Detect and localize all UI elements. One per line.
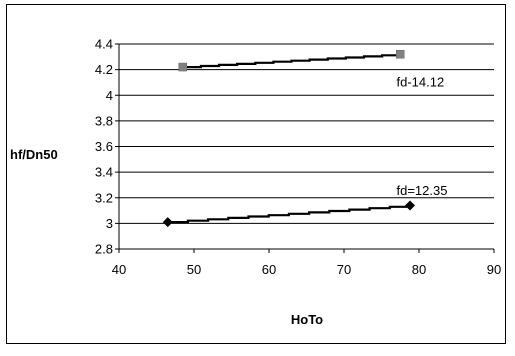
y-tick-label: 3 xyxy=(106,216,113,231)
series-line xyxy=(167,205,412,224)
data-point-diamond xyxy=(405,200,415,211)
data-point-square xyxy=(396,50,405,59)
series-layer xyxy=(162,50,415,228)
series-1 xyxy=(178,50,405,72)
x-tick-labels: 40 50 60 70 80 90 xyxy=(112,262,501,277)
series-2 xyxy=(162,200,415,228)
y-axis-label: hf/Dn50 xyxy=(10,147,58,162)
chart-frame xyxy=(6,4,506,344)
y-tick-label: 3.6 xyxy=(95,139,113,154)
annotations: fd-14.12 fd=12.35 xyxy=(397,74,448,198)
y-tick-label: 3.2 xyxy=(95,190,113,205)
y-tick-label: 2.8 xyxy=(95,242,113,257)
x-tick-label: 90 xyxy=(487,262,501,277)
series-line xyxy=(182,54,402,69)
series-annotation: fd-14.12 xyxy=(397,74,445,89)
y-tick-labels: 2.8 3 3.2 3.4 3.6 3.8 4 4.2 4.4 xyxy=(95,37,113,257)
x-axis-label: HoTo xyxy=(291,312,323,327)
series-annotation: fd=12.35 xyxy=(397,183,448,198)
data-point-diamond xyxy=(162,217,173,228)
axes xyxy=(115,43,495,253)
y-tick-label: 4 xyxy=(106,88,113,103)
y-tick-label: 3.4 xyxy=(95,165,113,180)
y-tick-label: 3.8 xyxy=(95,113,113,128)
x-tick-label: 70 xyxy=(337,262,351,277)
data-point-square xyxy=(178,62,187,72)
x-tick-label: 60 xyxy=(262,262,276,277)
x-tick-label: 80 xyxy=(412,262,426,277)
y-tick-label: 4.4 xyxy=(95,37,113,52)
x-tick-label: 40 xyxy=(112,262,126,277)
y-tick-label: 4.2 xyxy=(95,62,113,77)
x-tick-label: 50 xyxy=(187,262,201,277)
